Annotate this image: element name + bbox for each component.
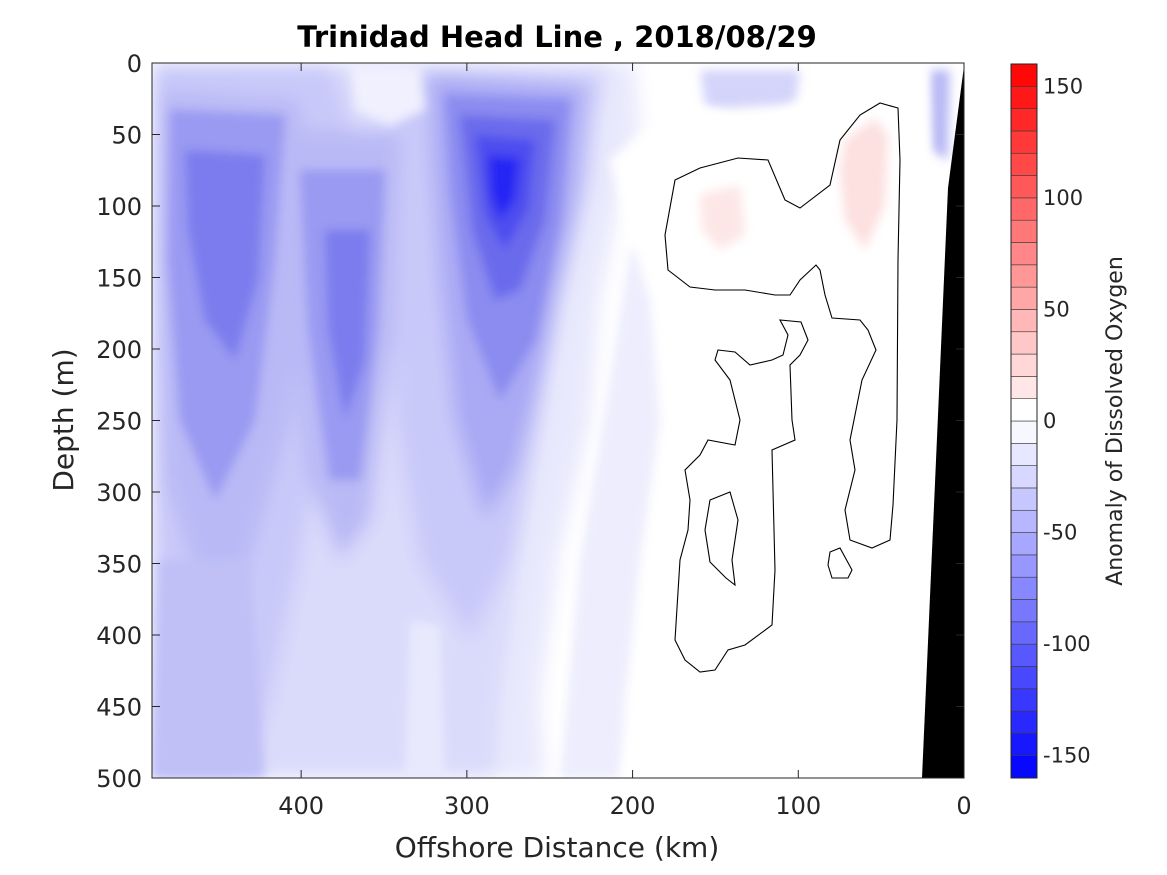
y-tick-label: 200	[96, 336, 142, 364]
colorbar-band	[1010, 755, 1038, 779]
colorbar-band	[1010, 710, 1038, 734]
y-tick-label: 450	[96, 694, 142, 722]
colorbar-band	[1010, 264, 1038, 288]
y-tick-label: 400	[96, 622, 142, 650]
colorbar-band	[1010, 621, 1038, 645]
colorbar-band	[1010, 353, 1038, 377]
y-tick-label: 250	[96, 408, 142, 436]
colorbar-band	[1010, 331, 1038, 355]
colorbar-band	[1010, 63, 1038, 87]
colorbar-band	[1010, 487, 1038, 511]
x-axis-label: Offshore Distance (km)	[395, 831, 720, 864]
x-tick-label: 100	[775, 792, 821, 820]
y-tick-label: 300	[96, 479, 142, 507]
colorbar: 150 100 50 0 -50 -100 -150	[1010, 63, 1091, 779]
zero-contour-lines	[664, 102, 901, 673]
y-tick-label: 150	[96, 265, 142, 293]
colorbar-band	[1010, 554, 1038, 578]
colorbar-tick-label: -150	[1043, 744, 1091, 768]
colorbar-band	[1010, 152, 1038, 176]
colorbar-band	[1010, 242, 1038, 266]
colorbar-band	[1010, 509, 1038, 533]
x-axis: 400 300 200 100 0	[278, 63, 972, 820]
colorbar-label: Anomaly of Dissolved Oxygen	[1103, 256, 1128, 586]
bathymetry-fill	[922, 66, 964, 778]
y-tick-label: 0	[127, 50, 142, 78]
chart-title: Trinidad Head Line , 2018/08/29	[297, 20, 817, 54]
y-tick-label: 50	[111, 122, 142, 150]
plot-area	[152, 63, 964, 778]
colorbar-band	[1010, 86, 1038, 109]
colorbar-tick-label: 100	[1043, 186, 1083, 210]
dissolved-oxygen-anomaly-field	[152, 63, 950, 778]
colorbar-band	[1010, 465, 1038, 489]
colorbar-tick-label: 150	[1043, 74, 1083, 98]
colorbar-band	[1010, 197, 1038, 221]
colorbar-tick-label: 0	[1043, 409, 1056, 433]
colorbar-tick-label: -100	[1043, 632, 1091, 656]
x-tick-label: 300	[444, 792, 490, 820]
colorbar-band	[1010, 376, 1038, 399]
colorbar-band	[1010, 576, 1038, 600]
colorbar-frame	[1010, 63, 1038, 779]
colorbar-band	[1010, 219, 1038, 243]
y-tick-label: 500	[96, 765, 142, 793]
y-tick-label: 100	[96, 193, 142, 221]
colorbar-band	[1010, 443, 1038, 466]
y-axis: 0 50 100 150 200 250 300 350 400 450 500	[96, 50, 964, 793]
colorbar-band	[1010, 398, 1038, 422]
x-tick-label: 0	[956, 792, 971, 820]
y-axis-label: Depth (m)	[47, 348, 80, 491]
colorbar-band	[1010, 688, 1038, 712]
colorbar-band	[1010, 733, 1038, 756]
colorbar-band	[1010, 286, 1038, 310]
x-tick-label: 200	[610, 792, 656, 820]
y-tick-label: 350	[96, 551, 142, 579]
colorbar-tick-label: -50	[1043, 521, 1077, 545]
colorbar-band	[1010, 532, 1038, 556]
colorbar-tick-label: 50	[1043, 297, 1070, 321]
colorbar-band	[1010, 309, 1038, 333]
colorbar-band	[1010, 108, 1038, 132]
colorbar-band	[1010, 130, 1038, 154]
x-tick-label: 400	[278, 792, 324, 820]
colorbar-band	[1010, 420, 1038, 444]
colorbar-band	[1010, 666, 1038, 690]
colorbar-band	[1010, 599, 1038, 623]
colorbar-band	[1010, 643, 1038, 667]
colorbar-band	[1010, 175, 1038, 199]
